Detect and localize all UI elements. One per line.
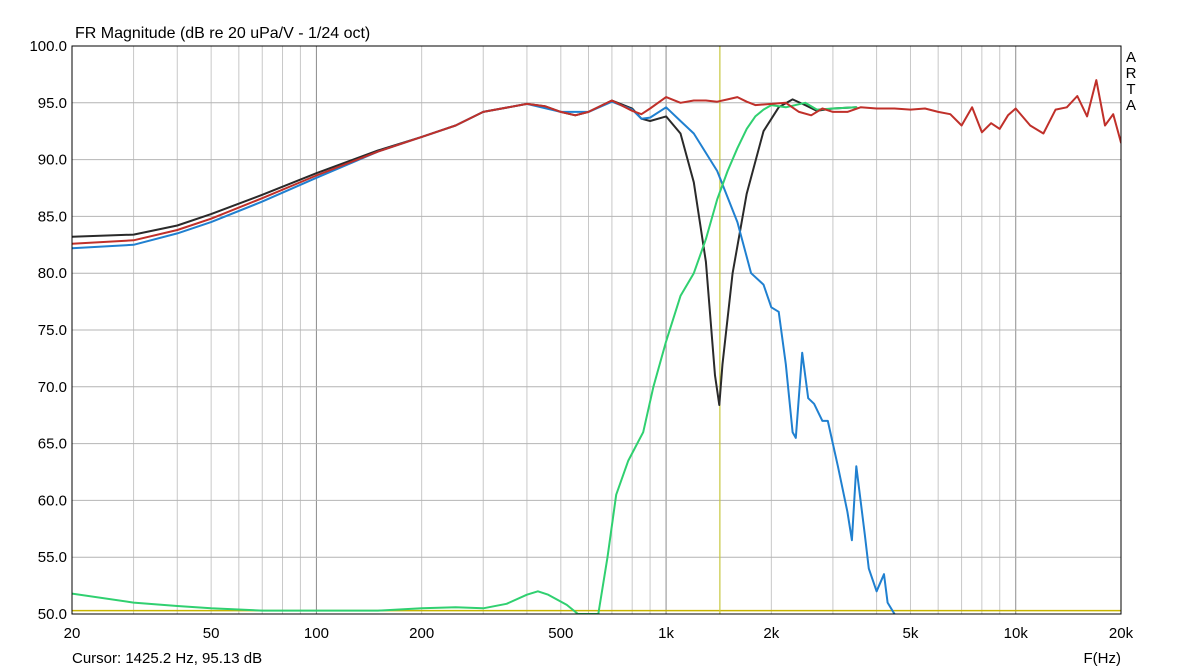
y-tick-label: 95.0 [38, 95, 67, 112]
watermark-letter: R [1126, 65, 1137, 82]
grid-lines [72, 45, 1121, 615]
series-line-3 [72, 101, 858, 614]
y-tick-label: 50.0 [38, 606, 67, 623]
x-tick-label: 10k [1004, 625, 1029, 642]
y-tick-label: 90.0 [38, 152, 67, 169]
y-tick-label: 85.0 [38, 208, 67, 225]
x-tick-label: 1k [658, 625, 674, 642]
x-tick-label: 100 [304, 625, 329, 642]
y-tick-label: 70.0 [38, 379, 67, 396]
x-tick-label: 20 [64, 625, 81, 642]
x-axis-label: F(Hz) [1084, 650, 1122, 667]
x-axis-ticks: 20 50 100 200 500 1k 2k 5k 10k 20k [64, 625, 1134, 642]
chart-title: FR Magnitude (dB re 20 uPa/V - 1/24 oct) [75, 25, 370, 42]
y-tick-label: 65.0 [38, 436, 67, 453]
series-line-4 [72, 79, 1121, 245]
x-tick-label: 20k [1109, 625, 1134, 642]
y-tick-label: 55.0 [38, 549, 67, 566]
cursor-readout: Cursor: 1425.2 Hz, 95.13 dB [72, 650, 262, 667]
y-tick-label: 75.0 [38, 322, 67, 339]
x-tick-label: 50 [203, 625, 220, 642]
watermark-letter: A [1126, 49, 1136, 66]
watermark-letter: A [1126, 97, 1136, 114]
y-tick-label: 100.0 [29, 38, 67, 55]
y-tick-label: 80.0 [38, 265, 67, 282]
series-group [72, 79, 1121, 614]
x-tick-label: 200 [409, 625, 434, 642]
plot-frame [71, 45, 1122, 615]
x-tick-label: 5k [903, 625, 919, 642]
watermark-letter: T [1126, 81, 1135, 98]
y-axis-ticks: 50.0 55.0 60.0 65.0 70.0 75.0 80.0 85.0 90.0 95.0… [29, 38, 67, 623]
y-tick-label: 60.0 [38, 492, 67, 509]
x-tick-label: 2k [763, 625, 779, 642]
x-tick-label: 500 [548, 625, 573, 642]
